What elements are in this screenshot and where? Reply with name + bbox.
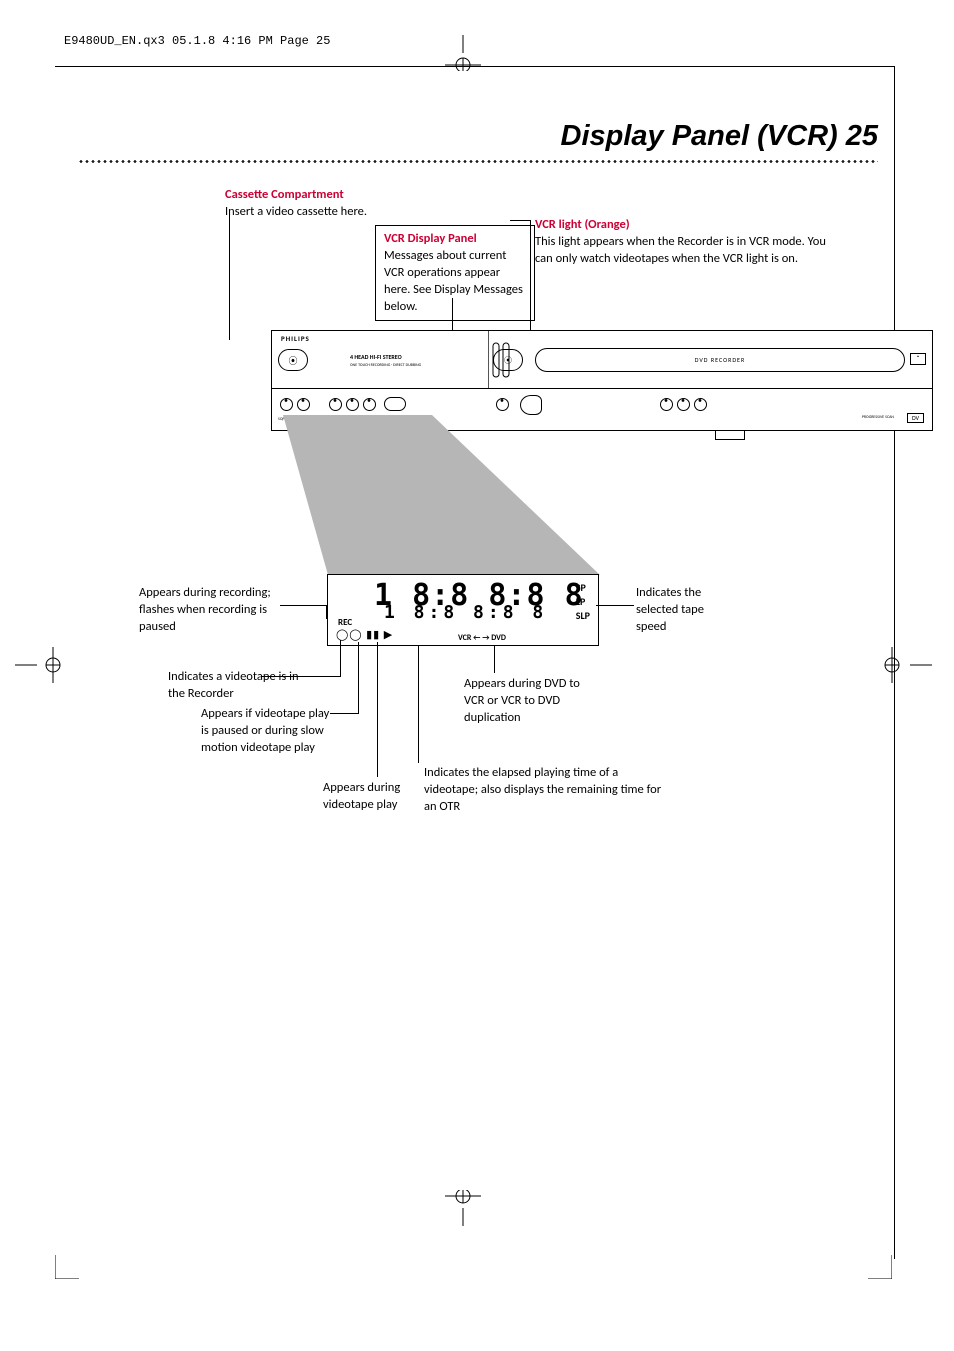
lead-line <box>494 646 495 673</box>
lead-line <box>326 605 327 619</box>
lead-line <box>377 642 378 777</box>
callout-play: Appears during videotape play <box>323 780 423 814</box>
callout-paused: Appears if videotape play is paused or d… <box>201 706 331 757</box>
tape-icons: ◯◯ ▮▮ ▶ <box>336 628 393 641</box>
lead-line <box>261 676 340 677</box>
callout-vcr-display: VCR Display Panel Messages about current… <box>375 225 535 321</box>
lead-line <box>280 605 327 606</box>
vcr-dvd-indicator: VCR ← → DVD <box>458 633 506 643</box>
brand-label: PHILIPS <box>281 334 310 343</box>
hifi-label: 4 HEAD HI-FI STEREO <box>350 353 402 361</box>
device-foot-right <box>715 430 745 440</box>
lead-line <box>418 645 419 763</box>
callout-vcr-display-heading: VCR Display Panel <box>384 231 526 248</box>
eject-button: ⦿ <box>493 349 523 371</box>
slp-label: SLP <box>576 609 590 623</box>
dv-label: DV <box>907 413 924 423</box>
display-digits-secondary: 1 8:8 8:8 8 <box>384 602 547 623</box>
speed-indicators: SP LP SLP <box>576 581 590 623</box>
hdmi-badge: ▪ <box>910 353 926 365</box>
knob-group-mid <box>327 397 378 416</box>
lead-line <box>596 605 634 606</box>
callout-dub: Appears during DVD to VCR or VCR to DVD … <box>464 676 584 727</box>
lead-line <box>358 642 359 714</box>
callout-elapsed: Indicates the elapsed playing time of a … <box>424 765 664 816</box>
callout-vcr-light: VCR light (Orange) This light appears wh… <box>535 217 845 268</box>
callout-vcr-light-heading: VCR light (Orange) <box>535 217 845 234</box>
sp-label: SP <box>576 581 590 595</box>
lead-line <box>330 713 358 714</box>
callout-cassette: Cassette Compartment Insert a video cass… <box>225 187 485 221</box>
zoom-beam <box>280 415 620 580</box>
lead-line <box>340 640 341 677</box>
hifi-sub: ONE TOUCH RECORDING · DIRECT DUBBING <box>350 363 421 368</box>
pill-button <box>384 397 406 411</box>
rec-indicator: REC <box>338 617 352 628</box>
lp-label: LP <box>576 595 590 609</box>
callout-cassette-body: Insert a video cassette here. <box>225 204 485 221</box>
lead-line <box>510 220 530 221</box>
standby-button: ⦿ <box>278 349 308 371</box>
callout-tape-in: Indicates a videotape is in the Recorder <box>168 669 318 703</box>
callout-vcr-light-body: This light appears when the Recorder is … <box>535 234 845 268</box>
title-divider <box>78 160 878 163</box>
dvd-tray: DVD RECORDER <box>535 348 905 372</box>
knob-center <box>494 397 511 416</box>
file-header: E9480UD_EN.qx3 05.1.8 4:16 PM Page 25 <box>64 34 330 48</box>
progressive-label: PROGRESSIVE SCAN <box>862 415 894 420</box>
callout-speed: Indicates the selected tape speed <box>636 585 736 636</box>
callout-vcr-display-body: Messages about current VCR operations ap… <box>384 248 526 316</box>
display-panel-zoom: 1 8:8 8:8 8 1 8:8 8:8 8 REC ◯◯ ▮▮ ▶ SP L… <box>327 574 599 646</box>
knob-group-right <box>658 397 709 416</box>
callout-cassette-heading: Cassette Compartment <box>225 187 485 204</box>
page-title: Display Panel (VCR) 25 <box>561 120 879 153</box>
callout-rec: Appears during recording; flashes when r… <box>139 585 279 636</box>
jog-dial <box>520 395 542 415</box>
knob-group-left <box>278 397 312 416</box>
lead-line <box>229 214 230 340</box>
